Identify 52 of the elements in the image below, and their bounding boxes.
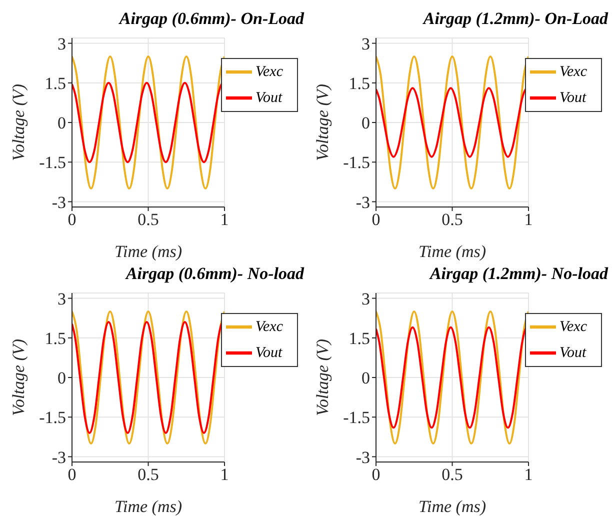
x-tick-label: 0.5	[138, 465, 159, 484]
line-series	[72, 310, 225, 445]
chart-title: Airgap (0.6mm)- No-load	[124, 263, 306, 285]
y-tick-label: 3	[58, 289, 66, 308]
legend-label: Vexc	[256, 318, 283, 335]
y-axis-title: Voltage (V)	[313, 338, 332, 416]
x-axis-title: Time (ms)	[418, 497, 486, 516]
line-series	[72, 55, 225, 190]
y-tick-label: 0	[58, 114, 66, 133]
x-axis-title: Time (ms)	[114, 242, 182, 261]
y-tick-label: -3	[52, 192, 66, 212]
y-tick-label: -3	[356, 192, 370, 212]
legend-label: Vout	[256, 344, 282, 361]
x-axis-title: Time (ms)	[114, 497, 182, 516]
y-tick-label: -3	[52, 448, 66, 467]
y-tick-label: -1.5	[343, 153, 370, 172]
line-series	[376, 55, 529, 190]
legend-label: Vout	[560, 344, 586, 361]
legend-label: Vout	[560, 90, 586, 106]
y-tick-label: 0	[362, 368, 370, 388]
legend-label: Vout	[256, 90, 282, 106]
y-axis-title: Voltage (V)	[9, 84, 28, 161]
y-tick-label: 1.5	[44, 74, 66, 93]
y-axis-title: Voltage (V)	[313, 84, 332, 161]
y-tick-label: -1.5	[39, 153, 66, 172]
x-tick-label: 1	[524, 210, 533, 230]
y-tick-label: 3	[58, 34, 66, 54]
y-tick-label: 0	[58, 368, 66, 388]
x-tick-label: 1	[220, 210, 229, 230]
y-tick-label: -3	[356, 448, 370, 467]
y-tick-label: -1.5	[39, 408, 66, 428]
chart-title: Airgap (0.6mm)- On-Load	[118, 8, 306, 30]
y-tick-label: 0	[362, 114, 370, 133]
y-tick-label: 3	[362, 34, 370, 54]
y-tick-label: -1.5	[343, 408, 370, 428]
x-tick-label: 0.5	[138, 210, 159, 230]
x-tick-label: 0.5	[442, 465, 463, 484]
x-tick-label: 1	[524, 465, 533, 484]
chart-title: Airgap (1.2mm)- On-Load	[422, 8, 610, 30]
x-tick-label: 1	[220, 465, 229, 484]
y-tick-label: 1.5	[348, 74, 370, 93]
legend-label: Vexc	[256, 64, 283, 80]
y-tick-label: 1.5	[44, 328, 66, 348]
line-series	[376, 310, 529, 445]
x-axis-title: Time (ms)	[418, 242, 486, 261]
x-tick-label: 0.5	[442, 210, 463, 230]
y-tick-label: 1.5	[348, 328, 370, 348]
y-tick-label: 3	[362, 289, 370, 308]
chart-title: Airgap (1.2mm)- No-load	[428, 263, 610, 285]
legend-label: Vexc	[560, 64, 587, 80]
legend-label: Vexc	[560, 318, 587, 335]
y-axis-title: Voltage (V)	[9, 338, 28, 416]
